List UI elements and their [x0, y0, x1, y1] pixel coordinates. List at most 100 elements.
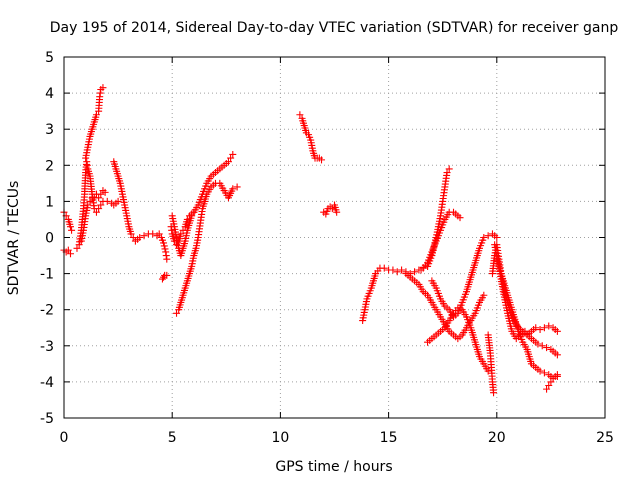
y-tick-label: -5 [40, 411, 54, 427]
data-point [224, 158, 232, 166]
series-track-19 [484, 331, 498, 397]
data-point [95, 205, 103, 213]
data-point [86, 197, 94, 205]
y-tick-label: 4 [45, 86, 54, 102]
data-point [127, 230, 135, 238]
y-tick-label: -1 [40, 267, 54, 283]
data-point [536, 326, 544, 334]
data-point [190, 208, 198, 216]
data-point [129, 234, 137, 241]
data-point [553, 351, 561, 359]
chart-title: Day 195 of 2014, Sidereal Day-to-day VTE… [50, 20, 619, 36]
data-point [538, 342, 546, 350]
data-point [480, 291, 488, 299]
data-point [163, 271, 171, 279]
data-point [233, 183, 241, 191]
data-point [456, 214, 464, 222]
x-tick-label: 5 [168, 430, 177, 446]
data-point [545, 382, 553, 390]
data-point [380, 264, 388, 272]
y-tick-label: -2 [40, 303, 54, 319]
data-point [177, 230, 185, 238]
data-point [160, 239, 168, 247]
series-track-12 [320, 201, 341, 218]
data-point [84, 201, 92, 209]
y-tick-label: 1 [45, 194, 54, 210]
axis-ticks: 0 5 10 15 20 25 -5 -4 -3 -2 -1 0 1 2 3 4 5 [40, 50, 614, 446]
series-track-11 [296, 111, 326, 164]
data-point [188, 212, 196, 220]
data-point [101, 188, 109, 196]
data-point [398, 266, 406, 274]
data-point [445, 165, 453, 173]
data-point [95, 194, 103, 202]
data-point [543, 344, 551, 352]
series-track-13 [359, 262, 432, 325]
x-tick-label: 20 [488, 430, 506, 446]
data-point [66, 250, 74, 258]
data-point [540, 324, 548, 332]
series-track-14 [402, 270, 488, 343]
series-track-4 [77, 187, 109, 245]
grid [64, 57, 605, 418]
y-tick-label: 5 [45, 50, 54, 66]
series-track-17 [424, 304, 492, 375]
x-tick-label: 0 [60, 430, 69, 446]
data-point [333, 208, 341, 216]
data-point [536, 367, 544, 375]
data-point [183, 215, 191, 223]
data-point [92, 111, 100, 119]
data-point [389, 266, 397, 274]
series-track-6 [110, 158, 171, 263]
data-point [160, 242, 168, 250]
x-tick-label: 15 [380, 430, 398, 446]
data-point [140, 232, 148, 240]
x-axis-label: GPS time / hours [275, 459, 392, 475]
y-axis-label: SDTVAR / TECUs [6, 181, 22, 296]
y-tick-label: 0 [45, 231, 54, 247]
series-track-2 [60, 246, 74, 258]
data-point [227, 154, 235, 162]
data-point [73, 244, 81, 252]
data-point [296, 111, 304, 119]
data-point [545, 322, 553, 330]
data-point [484, 232, 492, 240]
data-point [66, 223, 74, 231]
data-point [443, 169, 451, 177]
data-point [229, 185, 237, 193]
data-point [543, 385, 551, 393]
plot-frame [63, 56, 606, 419]
series-track-18 [428, 230, 501, 321]
data-point [103, 197, 111, 205]
data-point [493, 234, 501, 241]
series-track-16 [417, 208, 464, 274]
series-track-23 [543, 371, 561, 393]
series-track-9 [173, 179, 241, 317]
data-point [553, 371, 561, 379]
data-point [318, 156, 326, 164]
data-point [532, 324, 540, 332]
data-point [68, 226, 76, 234]
data-point [136, 234, 144, 241]
data-point [163, 255, 171, 263]
data-point [393, 268, 401, 276]
data-point [64, 246, 72, 254]
data-point [97, 201, 105, 209]
series-track-1 [60, 208, 76, 234]
x-tick-label: 10 [271, 430, 289, 446]
y-tick-label: -4 [40, 375, 54, 391]
y-tick-label: 3 [45, 122, 54, 138]
series-track-22 [491, 241, 561, 359]
data-point [173, 309, 181, 317]
data-point [99, 84, 107, 92]
y-tick-label: 2 [45, 158, 54, 174]
data-point [229, 150, 237, 158]
series-track-8 [167, 150, 237, 249]
data-point [149, 230, 157, 238]
series-track-5 [82, 84, 107, 162]
series-track-3 [73, 158, 122, 252]
data-point [411, 268, 419, 276]
data-point [161, 245, 169, 253]
data-points [60, 84, 561, 397]
